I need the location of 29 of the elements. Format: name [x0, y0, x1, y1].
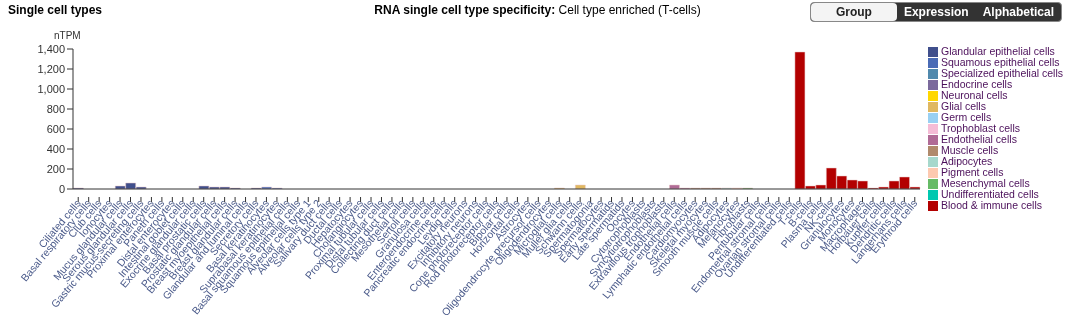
legend-label: Muscle cells: [941, 144, 999, 156]
y-axis-title: nTPM: [54, 30, 81, 41]
text: Alphabetical: [981, 4, 1055, 21]
legend-label: Germ cells: [941, 111, 992, 123]
y-tick-label: 1,400: [37, 42, 65, 55]
y-tick-label: 1,200: [37, 62, 65, 75]
legend-label: Specialized epithelial cells: [941, 67, 1063, 79]
legend-label: Glial cells: [941, 100, 986, 112]
legend-label: Endothelial cells: [941, 133, 1017, 145]
y-tick-label: 800: [46, 102, 65, 115]
legend-label: Squamous epithelial cells: [941, 56, 1060, 68]
chart-title: Single cell types: [8, 3, 103, 17]
y-tick-label: 600: [46, 122, 65, 135]
text: Expression: [902, 4, 970, 21]
legend-label: Undifferentiated cells: [941, 188, 1039, 200]
legend-label: Glandular epithelial cells: [941, 45, 1055, 57]
y-tick-label: 200: [46, 162, 65, 175]
y-tick-label: 400: [46, 142, 65, 155]
chart-subtitle: RNA single cell type specificity: Cell type enriched (T-cells): [374, 3, 701, 17]
legend-label: Mesenchymal cells: [941, 177, 1030, 189]
y-tick-label: 1,000: [37, 82, 65, 95]
y-tick-label: 0: [58, 182, 65, 195]
legend-label: Neuronal cells: [941, 89, 1008, 101]
legend-label: Endocrine cells: [941, 78, 1013, 90]
legend-label: Pigment cells: [941, 166, 1004, 178]
legend-label: Trophoblast cells: [941, 122, 1020, 134]
legend-label: Blood & immune cells: [941, 199, 1042, 211]
legend-label: Adipocytes: [941, 155, 993, 167]
text: Group: [810, 3, 897, 21]
